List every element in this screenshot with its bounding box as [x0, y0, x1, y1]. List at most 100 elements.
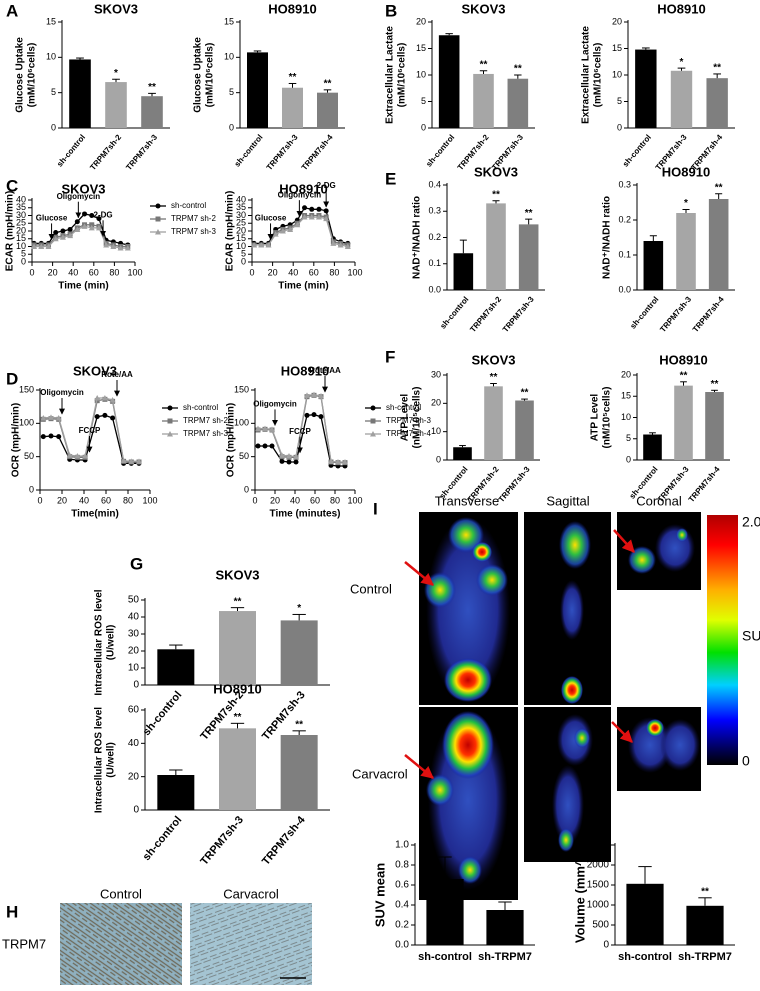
x-tick-label: sh-control — [628, 295, 660, 331]
legend-label: TRPM7 sh-3 — [386, 416, 431, 425]
y-tick-label: 30 — [16, 210, 26, 220]
x-tick-label: 0 — [249, 267, 254, 277]
y-tick-label: 10 — [128, 663, 140, 674]
x-tick-label: sh-control — [621, 133, 653, 169]
significance: * — [297, 603, 301, 614]
bar — [708, 199, 729, 290]
bar — [141, 96, 163, 128]
y-tick-label: 10 — [431, 426, 441, 436]
y-tick-label: 15 — [224, 16, 234, 26]
y-tick-label: 0.0 — [395, 940, 409, 951]
y-tick-label: 30 — [128, 629, 140, 640]
colorbar — [707, 515, 738, 765]
y-tick-label: 15 — [612, 43, 622, 53]
bar — [705, 392, 724, 460]
annotation: Glucose — [255, 214, 287, 223]
y-tick-label: 60 — [128, 705, 140, 716]
bar — [157, 649, 195, 685]
y-tick-label: 10 — [224, 52, 234, 62]
y-tick-label: 5 — [241, 249, 246, 259]
marker — [89, 213, 95, 218]
x-tick-label: sh-TRPM7 — [678, 951, 732, 963]
y-axis-label: SUV mean — [372, 863, 387, 927]
y-tick-label: 50 — [24, 451, 34, 461]
y-tick-label: 100 — [234, 418, 249, 428]
y-tick-label: 20 — [621, 369, 631, 379]
chart-title: SKOV3 — [73, 363, 117, 378]
x-axis-label: Time (min) — [58, 281, 108, 292]
y-tick-label: 5 — [626, 433, 631, 443]
marker — [335, 459, 341, 465]
marker — [309, 206, 315, 212]
marker — [128, 458, 135, 464]
marker — [109, 397, 116, 403]
marker — [31, 243, 38, 249]
marker — [315, 214, 322, 220]
bar — [438, 35, 460, 128]
marker — [286, 453, 292, 459]
y-axis-label: Intracellular ROS level — [94, 589, 105, 695]
marker — [101, 395, 108, 401]
y-tick-label: 15 — [46, 16, 56, 26]
view-label: Sagittal — [546, 493, 589, 508]
y-tick-label: 10 — [416, 69, 426, 79]
marker — [328, 458, 334, 464]
marker — [318, 393, 324, 399]
x-tick-label: 60 — [309, 267, 319, 277]
bar — [676, 213, 696, 290]
marker — [167, 418, 173, 424]
row-label: Control — [350, 581, 392, 596]
y-tick-label: 0.0 — [428, 284, 441, 294]
marker — [304, 392, 310, 398]
chart-title: HO8910 — [281, 363, 329, 378]
significance: ** — [525, 208, 533, 219]
x-tick-label: 100 — [142, 495, 157, 505]
x-tick-label: 0 — [37, 495, 42, 505]
y-axis-label: (nM/10⁵cells) — [412, 387, 423, 449]
marker — [95, 224, 102, 231]
x-tick-label: 40 — [288, 267, 298, 277]
x-tick-label: TRPM7sh-4 — [687, 464, 722, 504]
marker — [293, 459, 299, 465]
marker — [167, 431, 173, 437]
bar — [626, 883, 664, 945]
marker — [255, 443, 261, 449]
panel-label: A — [6, 1, 18, 20]
y-tick-label: 500 — [592, 920, 609, 931]
histology-image — [190, 903, 312, 985]
y-tick-label: 150 — [234, 384, 249, 394]
x-tick-label: 40 — [290, 495, 300, 505]
annotation: Oligomycin — [253, 399, 297, 408]
x-tick-label: TRPM7sh-3 — [124, 132, 159, 172]
x-tick-label: 60 — [310, 495, 320, 505]
x-tick-label: 20 — [268, 267, 278, 277]
y-tick-label: 20 — [128, 771, 140, 782]
marker — [269, 426, 275, 432]
marker — [89, 222, 95, 228]
y-axis-label: Volume (mm^3) — [572, 847, 587, 943]
colorbar-label: 2.0 — [742, 514, 760, 530]
y-axis-label: (U/well) — [106, 742, 117, 778]
marker — [323, 208, 329, 214]
marker — [323, 215, 330, 222]
marker — [272, 231, 279, 237]
marker — [258, 241, 265, 248]
histology-image — [60, 903, 182, 985]
significance: ** — [148, 82, 156, 93]
y-tick-label: 0.2 — [395, 920, 409, 931]
marker — [279, 458, 285, 464]
y-tick-label: 15 — [416, 43, 426, 53]
y-tick-label: 50 — [239, 451, 249, 461]
annotation: FCCP — [289, 427, 311, 436]
y-axis-label: ATP Level — [400, 394, 411, 442]
significance: ** — [324, 78, 332, 89]
y-axis-label: NAD⁺/NADH ratio — [602, 196, 613, 279]
marker — [294, 221, 301, 228]
x-tick-label: 0 — [29, 267, 34, 277]
bar — [670, 70, 693, 128]
x-tick-label: TRPM7sh-4 — [260, 813, 308, 867]
bar — [69, 59, 91, 128]
pet-coronal-control — [617, 512, 701, 590]
y-tick-label: 20 — [431, 398, 441, 408]
